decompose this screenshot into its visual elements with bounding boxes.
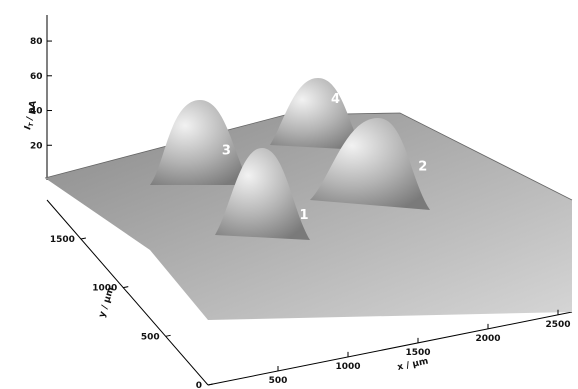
y-tick-mark — [80, 237, 86, 240]
peak-shapes — [150, 78, 430, 240]
y-tick-mark — [207, 383, 214, 386]
z-axis-subscript: T — [28, 121, 36, 127]
y-tick-mark — [123, 286, 129, 289]
z-tick-label: 60 — [30, 72, 43, 82]
z-tick-label: 20 — [30, 141, 43, 151]
z-tick-label: 40 — [30, 107, 43, 117]
peak-label-1: 1 — [299, 208, 308, 223]
x-axis-line — [207, 311, 573, 386]
z-axis-symbol: I — [23, 125, 34, 131]
x-tick-label: 2000 — [475, 334, 500, 344]
y-tick-mark — [165, 334, 171, 337]
y-tick-label: 0 — [196, 381, 202, 389]
x-tick-label: 1000 — [335, 362, 360, 372]
peak-label-2: 2 — [418, 159, 427, 174]
y-tick-label: 1500 — [50, 235, 75, 245]
z-axis-unit: / pA — [25, 100, 39, 122]
x-tick-label: 500 — [269, 376, 288, 386]
x-tick-label: 2500 — [545, 320, 570, 330]
z-axis-title: IT/ pA — [23, 100, 40, 131]
peak-label-4: 4 — [331, 92, 340, 107]
y-tick-label: 500 — [141, 332, 160, 342]
z-tick-label: 80 — [30, 37, 43, 47]
y-axis-line — [46, 199, 209, 386]
y-tick-label: 1000 — [92, 284, 117, 294]
peak-label-3: 3 — [222, 143, 231, 158]
x-axis-title: x / µm — [397, 357, 430, 373]
x-tick-label: 1500 — [405, 348, 430, 358]
